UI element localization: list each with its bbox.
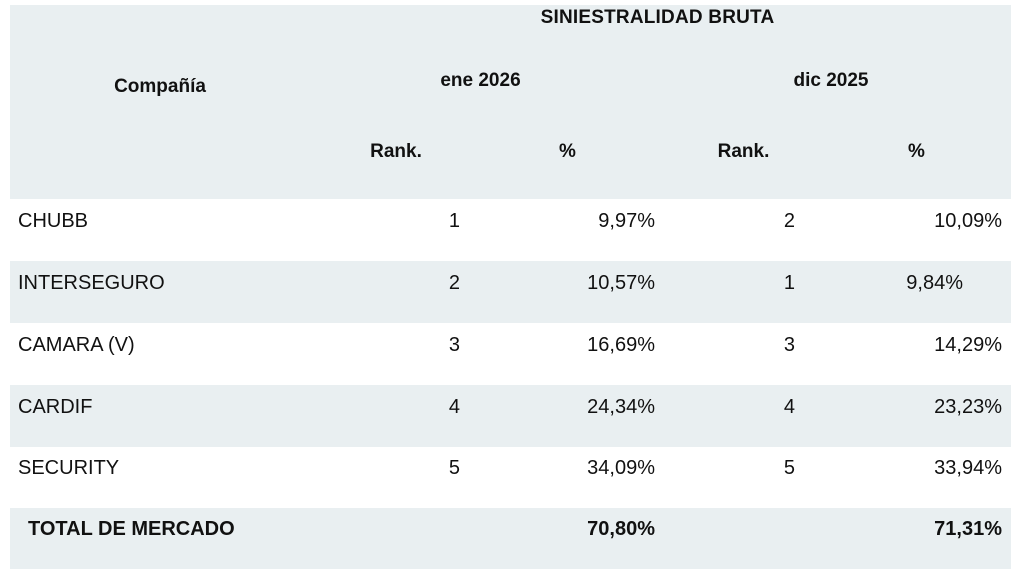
column-header-rank-dic: Rank. [717, 141, 770, 162]
total-label: TOTAL DE MERCADO [28, 518, 235, 540]
table-row: CHUBB 1 9,97% 2 10,09% [10, 199, 1011, 261]
pct-dic-cell: 10,09% [934, 209, 1002, 232]
pct-dic-cell: 14,29% [934, 333, 1002, 356]
rank-ene-cell: 2 [448, 271, 460, 294]
column-header-company: Compañía [114, 76, 206, 97]
column-header-rank-ene: Rank. [370, 141, 422, 162]
total-row: TOTAL DE MERCADO 70,80% 71,31% [10, 508, 1011, 569]
pct-ene-cell: 34,09% [587, 457, 655, 479]
rank-dic-cell: 2 [783, 209, 795, 232]
column-header-period-dic-2025: dic 2025 [793, 70, 869, 91]
table-title: SINIESTRALIDAD BRUTA [540, 7, 775, 28]
company-cell: SECURITY [18, 457, 120, 479]
column-header-pct-ene: % [559, 141, 576, 162]
column-header-pct-dic: % [908, 141, 925, 162]
table-header: SINIESTRALIDAD BRUTA Compañía ene 2026 d… [10, 5, 1011, 199]
rank-ene-cell: 5 [448, 457, 460, 479]
pct-ene-cell: 24,34% [587, 395, 655, 418]
title-row: SINIESTRALIDAD BRUTA [10, 5, 1011, 31]
pct-ene-cell: 10,57% [587, 271, 655, 294]
company-cell: CAMARA (V) [18, 333, 135, 356]
rank-dic-cell: 3 [783, 333, 795, 356]
company-cell: CHUBB [18, 209, 89, 232]
table-row: CARDIF 4 24,34% 4 23,23% [10, 385, 1011, 447]
rank-ene-cell: 1 [448, 209, 460, 232]
period-header-row: Compañía ene 2026 dic 2025 [10, 68, 1011, 97]
pct-ene-cell: 9,97% [598, 209, 655, 232]
rank-ene-cell: 4 [448, 395, 460, 418]
total-pct-ene-cell: 70,80% [587, 518, 655, 540]
rank-dic-cell: 4 [783, 395, 795, 418]
rank-dic-cell: 1 [783, 271, 795, 294]
rank-dic-cell: 5 [783, 457, 795, 479]
pct-dic-cell: 33,94% [934, 457, 1002, 479]
pct-ene-cell: 16,69% [587, 333, 655, 356]
pct-dic-cell: 23,23% [934, 395, 1002, 418]
table-row: CAMARA (V) 3 16,69% 3 14,29% [10, 323, 1011, 385]
pct-dic-cell: 9,84% [906, 271, 963, 294]
rank-ene-cell: 3 [448, 333, 460, 356]
column-header-period-ene-2026: ene 2026 [440, 70, 521, 91]
table-row: INTERSEGURO 2 10,57% 1 9,84% [10, 261, 1011, 323]
total-pct-dic-cell: 71,31% [934, 518, 1002, 540]
table-row: SECURITY 5 34,09% 5 33,94% [10, 447, 1011, 508]
subheader-row: Rank. % Rank. % [10, 139, 1011, 165]
siniestralidad-table: SINIESTRALIDAD BRUTA Compañía ene 2026 d… [10, 3, 1011, 569]
company-cell: INTERSEGURO [18, 271, 165, 294]
company-cell: CARDIF [18, 395, 93, 418]
subheader-spacer [10, 139, 330, 165]
